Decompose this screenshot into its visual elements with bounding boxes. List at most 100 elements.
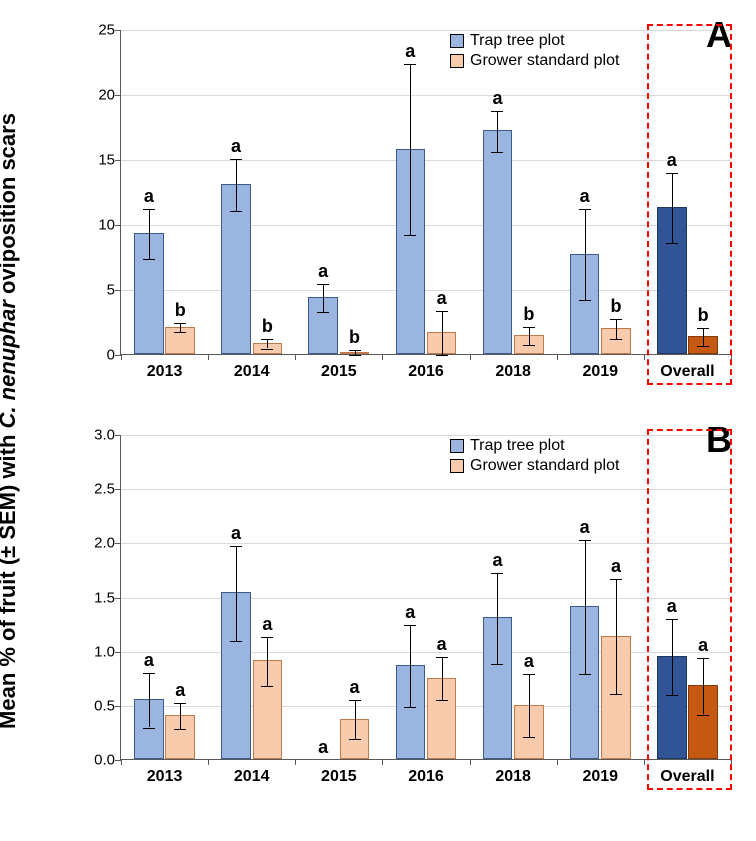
gridline xyxy=(121,435,730,436)
error-cap xyxy=(666,173,678,174)
error-cap xyxy=(491,152,503,153)
ytick-label: 1.0 xyxy=(94,643,115,660)
xtick-mark xyxy=(208,759,209,765)
error-cap xyxy=(174,703,186,704)
significance-label: a xyxy=(257,615,277,633)
error-bar xyxy=(529,327,530,345)
error-cap xyxy=(610,339,622,340)
plot-area: 0.00.51.01.52.02.53.02013aa2014aa2015aa2… xyxy=(120,435,730,760)
trap-bar xyxy=(483,130,513,354)
error-cap xyxy=(404,235,416,236)
error-cap xyxy=(579,300,591,301)
ytick-mark xyxy=(115,598,121,599)
error-cap xyxy=(523,345,535,346)
ytick-mark xyxy=(115,290,121,291)
error-bar xyxy=(529,674,530,737)
error-cap xyxy=(666,243,678,244)
error-bar xyxy=(323,284,324,313)
legend-item-grower: Grower standard plot xyxy=(450,52,619,70)
gridline xyxy=(121,30,730,31)
significance-label: a xyxy=(432,289,452,307)
error-cap xyxy=(697,715,709,716)
significance-label: a xyxy=(313,262,333,280)
error-bar xyxy=(672,619,673,695)
error-bar xyxy=(355,700,356,739)
error-cap xyxy=(230,546,242,547)
significance-label: a xyxy=(575,187,595,205)
significance-label: a xyxy=(487,89,507,107)
category-label: 2015 xyxy=(295,768,382,786)
error-cap xyxy=(491,111,503,112)
ytick-label: 2.5 xyxy=(94,481,115,498)
category-label: 2019 xyxy=(557,363,644,381)
ytick-mark xyxy=(115,225,121,226)
ytick-mark xyxy=(115,652,121,653)
category-label: 2014 xyxy=(208,768,295,786)
error-cap xyxy=(610,319,622,320)
error-cap xyxy=(436,311,448,312)
error-cap xyxy=(261,686,273,687)
error-bar xyxy=(585,209,586,300)
error-bar xyxy=(442,657,443,700)
error-bar xyxy=(180,703,181,729)
error-bar xyxy=(410,625,411,707)
ytick-label: 25 xyxy=(98,22,115,39)
legend-item-trap: Trap tree plot xyxy=(450,437,619,455)
legend: Trap tree plot Grower standard plot xyxy=(450,32,619,70)
ytick-label: 1.5 xyxy=(94,589,115,606)
legend-swatch xyxy=(450,439,464,453)
error-cap xyxy=(174,332,186,333)
category-label: 2019 xyxy=(557,768,644,786)
error-bar xyxy=(672,173,673,243)
gridline xyxy=(121,706,730,707)
xtick-mark xyxy=(295,759,296,765)
ytick-mark xyxy=(115,95,121,96)
error-bar xyxy=(267,637,268,687)
error-cap xyxy=(404,707,416,708)
error-cap xyxy=(143,259,155,260)
significance-label: a xyxy=(662,151,682,169)
significance-label: a xyxy=(400,42,420,60)
legend: Trap tree plotGrower standard plot xyxy=(450,437,619,475)
significance-label: b xyxy=(170,301,190,319)
error-cap xyxy=(349,355,361,356)
legend-item-trap: Trap tree plot xyxy=(450,32,619,50)
ytick-label: 0.0 xyxy=(94,752,115,769)
gridline xyxy=(121,489,730,490)
significance-label: a xyxy=(139,187,159,205)
gridline xyxy=(121,225,730,226)
xtick-mark xyxy=(731,759,732,765)
significance-label: b xyxy=(519,305,539,323)
error-bar xyxy=(180,323,181,332)
legend-label: Trap tree plot xyxy=(470,437,565,455)
significance-label: a xyxy=(345,678,365,696)
error-cap xyxy=(349,700,361,701)
significance-label: a xyxy=(226,137,246,155)
y-axis-label: Mean % of fruit (± SEM) with C. nenuphar… xyxy=(0,113,21,729)
error-cap xyxy=(491,573,503,574)
error-cap xyxy=(317,312,329,313)
panel-letter: B xyxy=(706,419,732,461)
legend-label: Grower standard plot xyxy=(470,52,619,70)
error-cap xyxy=(579,540,591,541)
figure-container: Mean % of fruit (± SEM) with C. nenuphar… xyxy=(0,0,756,841)
ytick-label: 10 xyxy=(98,217,115,234)
significance-label: a xyxy=(662,597,682,615)
ytick-mark xyxy=(115,543,121,544)
xtick-mark xyxy=(557,759,558,765)
error-cap xyxy=(579,209,591,210)
significance-label: a xyxy=(400,603,420,621)
error-cap xyxy=(666,619,678,620)
significance-label: b xyxy=(606,297,626,315)
error-bar xyxy=(236,546,237,641)
error-bar xyxy=(236,159,237,211)
category-label: 2016 xyxy=(382,363,469,381)
significance-label: a xyxy=(606,557,626,575)
error-bar xyxy=(442,311,443,355)
category-label: 2013 xyxy=(121,768,208,786)
error-bar xyxy=(149,209,150,258)
gridline xyxy=(121,160,730,161)
error-cap xyxy=(610,694,622,695)
xtick-mark xyxy=(731,354,732,360)
y-axis-label-post: oviposition scars xyxy=(0,113,20,300)
